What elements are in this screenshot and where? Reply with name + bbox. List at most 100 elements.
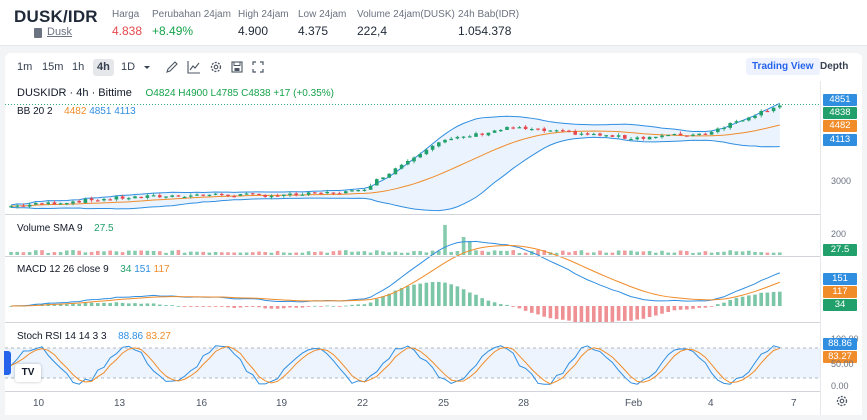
macd-histogram-bar <box>610 306 615 322</box>
volume-bar <box>561 250 565 255</box>
macd-histogram-bar <box>734 297 739 306</box>
candle-body <box>331 192 336 194</box>
macd-histogram-bar <box>716 304 720 306</box>
side-panel-toggle[interactable] <box>4 351 11 375</box>
candle-body <box>499 130 503 132</box>
candle-body <box>58 203 63 205</box>
fullscreen-icon[interactable] <box>251 60 265 74</box>
macd-histogram-bar <box>703 306 708 308</box>
candle-body <box>52 202 57 205</box>
macd-histogram-bar <box>530 306 534 313</box>
candle-body <box>151 195 156 197</box>
volume-bar <box>337 250 342 255</box>
candle-body <box>300 194 305 196</box>
volume-bar <box>83 252 88 255</box>
macd-histogram-bar <box>89 302 94 306</box>
macd-histogram-bar <box>108 303 112 306</box>
candle-body <box>77 200 81 203</box>
timeframe-1m[interactable]: 1m <box>17 61 33 73</box>
candle-body <box>120 196 125 199</box>
candle-body <box>406 161 410 165</box>
volume-bar <box>120 252 125 255</box>
volume-bar <box>437 250 441 255</box>
volume-bar <box>523 252 528 255</box>
candle-body <box>368 185 373 190</box>
volume-bar <box>468 241 472 255</box>
signal-line <box>10 245 780 307</box>
candle-body <box>15 205 19 207</box>
macd-histogram-bar <box>418 283 422 306</box>
macd-histogram-bar <box>362 304 367 306</box>
candle-body <box>145 195 150 198</box>
chart-settings-icon[interactable] <box>835 394 849 408</box>
x-tick: 22 <box>357 398 369 409</box>
macd-histogram-bar <box>554 306 559 320</box>
price-tag-upper: 4851 <box>823 94 857 106</box>
macd-histogram-bar <box>220 306 224 307</box>
depth-tab[interactable]: Depth <box>820 61 849 72</box>
chart-canvas[interactable] <box>5 81 820 391</box>
indicator-chart-icon[interactable] <box>187 60 201 74</box>
volume-bar <box>567 252 571 255</box>
timeframe-4h[interactable]: 4h <box>93 59 114 76</box>
volume-bar <box>300 252 305 255</box>
candle-body <box>579 133 584 135</box>
volume-bar <box>9 251 13 255</box>
macd-histogram-bar <box>592 306 596 323</box>
volume-bar <box>220 252 224 255</box>
candle-body <box>635 137 639 140</box>
volume-bar <box>133 250 137 255</box>
candle-body <box>337 193 342 195</box>
macd-histogram-bar <box>647 306 652 318</box>
volume-bar <box>672 252 677 255</box>
timeframe-1h[interactable]: 1h <box>72 61 85 73</box>
macd-histogram-bar <box>641 306 646 319</box>
macd-histogram-bar <box>207 306 212 307</box>
candle-body <box>201 194 205 196</box>
candle-body <box>195 194 199 196</box>
save-icon[interactable] <box>230 60 244 74</box>
candle-body <box>461 136 466 138</box>
volume-bar <box>616 250 621 255</box>
candle-body <box>523 126 528 130</box>
volume-bar <box>703 251 708 255</box>
macd-histogram-bar <box>778 291 782 306</box>
candle-body <box>747 117 751 121</box>
candle-body <box>306 192 311 195</box>
macd-histogram-bar <box>387 293 391 306</box>
trading-view-tab[interactable]: Trading View <box>746 58 820 75</box>
gear-icon[interactable] <box>209 60 223 74</box>
candle-body <box>536 128 540 130</box>
volume-bar <box>263 251 267 255</box>
coin-link[interactable]: Dusk <box>47 26 73 38</box>
price-chart[interactable]: DUSKIDR · 4h · Bittime O4824 H4900 L4785… <box>4 81 862 415</box>
macd-histogram-bar <box>356 304 360 306</box>
candle-body <box>480 133 484 135</box>
candle-body <box>139 196 143 199</box>
candle-body <box>437 142 441 147</box>
volume-bar <box>368 252 373 255</box>
candle-body <box>641 136 646 139</box>
macd-histogram-bar <box>226 306 230 308</box>
macd-histogram-bar <box>722 302 726 306</box>
macd-histogram-bar <box>492 302 497 306</box>
macd-histogram-bar <box>511 306 515 307</box>
macd-histogram-bar <box>251 306 255 307</box>
chevron-down-icon[interactable] <box>140 60 154 74</box>
candle-body <box>220 193 224 196</box>
candle-body <box>573 131 577 135</box>
x-tick: 7 <box>791 398 797 409</box>
volume-bar <box>151 250 156 255</box>
timeframe-15m[interactable]: 15m <box>42 61 64 73</box>
stat-low: Low 24jam 4.375 <box>298 9 347 38</box>
macd-histogram-bar <box>195 306 199 307</box>
chart-toolbar: 1m 15m 1h 4h 1D Trading View Depth <box>5 53 862 81</box>
candle-body <box>654 136 658 139</box>
macd-histogram-bar <box>139 303 143 306</box>
pencil-icon[interactable] <box>165 60 179 74</box>
macd-histogram-bar <box>275 306 280 309</box>
volume-bar <box>647 250 652 255</box>
candle-body <box>381 177 385 180</box>
candle-body <box>778 105 782 108</box>
timeframe-1d[interactable]: 1D <box>121 61 136 73</box>
